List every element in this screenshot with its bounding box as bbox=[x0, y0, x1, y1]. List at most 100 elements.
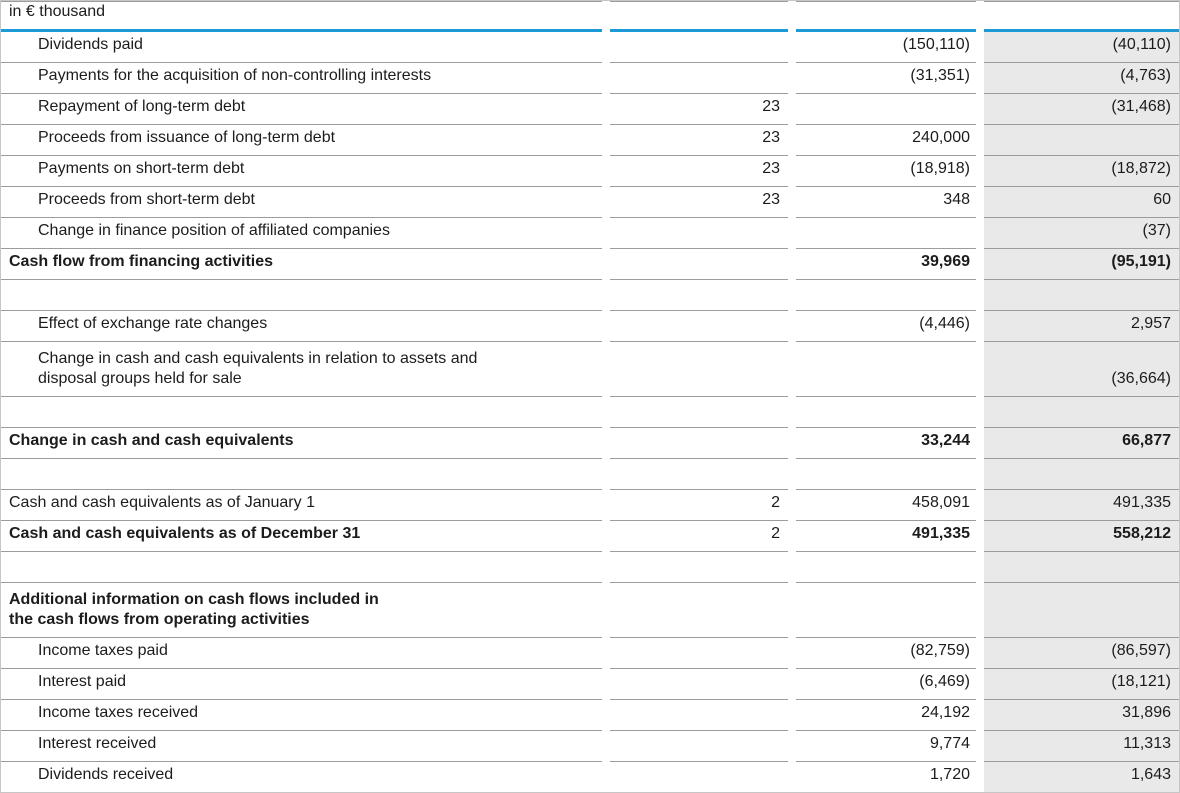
row-label: Additional information on cash flows inc… bbox=[9, 591, 379, 628]
row-prior-year-value-cell: 558,212 bbox=[984, 521, 1179, 552]
row-prior-year-value-cell: 491,335 bbox=[984, 490, 1179, 521]
row-current-year-value-cell: (4,446) bbox=[796, 311, 976, 342]
row-prior-year-value: 558,212 bbox=[1113, 525, 1171, 542]
table-header-row: in € thousand bbox=[1, 1, 1179, 32]
row-current-year-value-cell: 39,969 bbox=[796, 249, 976, 280]
row-current-year-value: (31,351) bbox=[910, 67, 970, 84]
row-note: 23 bbox=[762, 191, 780, 208]
row-current-year-value-cell: (150,110) bbox=[796, 32, 976, 63]
header-prior-year-column bbox=[984, 1, 1179, 32]
row-current-year-value: 240,000 bbox=[912, 129, 970, 146]
row-prior-year-value-cell bbox=[984, 459, 1179, 490]
row-label-cell bbox=[1, 397, 602, 428]
row-current-year-value-cell: 9,774 bbox=[796, 731, 976, 762]
row-note-cell bbox=[610, 32, 788, 63]
row-prior-year-value-cell: (40,110) bbox=[984, 32, 1179, 63]
row-current-year-value: 1,720 bbox=[929, 766, 970, 783]
table-row: Proceeds from short-term debt 23 348 60 bbox=[1, 187, 1179, 218]
row-label-cell: Interest received bbox=[1, 731, 602, 762]
row-label-cell: Cash and cash equivalents as of December… bbox=[1, 521, 602, 552]
row-label-cell: Income taxes paid bbox=[1, 638, 602, 669]
row-current-year-value: (4,446) bbox=[919, 315, 970, 332]
row-label: Income taxes received bbox=[38, 704, 199, 721]
row-current-year-value: (6,469) bbox=[919, 673, 970, 690]
row-current-year-value: (82,759) bbox=[910, 642, 970, 659]
row-current-year-value: 348 bbox=[943, 191, 970, 208]
row-label: Change in cash and cash equivalents in r… bbox=[38, 350, 478, 387]
row-prior-year-value-cell: 31,896 bbox=[984, 700, 1179, 731]
row-prior-year-value: 2,957 bbox=[1130, 315, 1171, 332]
row-current-year-value-cell: (18,918) bbox=[796, 156, 976, 187]
row-label-cell: Repayment of long-term debt bbox=[1, 94, 602, 125]
row-note-cell bbox=[610, 552, 788, 583]
row-current-year-value-cell bbox=[796, 280, 976, 311]
row-current-year-value: 39,969 bbox=[921, 253, 970, 270]
row-label-cell: Additional information on cash flows inc… bbox=[1, 583, 602, 638]
row-prior-year-value-cell: 11,313 bbox=[984, 731, 1179, 762]
header-note-column bbox=[610, 1, 788, 32]
row-current-year-value-cell: 491,335 bbox=[796, 521, 976, 552]
row-note-cell: 23 bbox=[610, 156, 788, 187]
row-prior-year-value-cell: (4,763) bbox=[984, 63, 1179, 94]
table-row: Change in cash and cash equivalents in r… bbox=[1, 342, 1179, 397]
row-note-cell: 23 bbox=[610, 187, 788, 218]
table-row: Dividends received 1,720 1,643 bbox=[1, 762, 1179, 792]
table-row: Change in cash and cash equivalents 33,2… bbox=[1, 428, 1179, 459]
row-prior-year-value-cell bbox=[984, 397, 1179, 428]
row-prior-year-value-cell: 1,643 bbox=[984, 762, 1179, 792]
row-label-cell bbox=[1, 552, 602, 583]
row-current-year-value-cell bbox=[796, 342, 976, 397]
row-prior-year-value-cell: (36,664) bbox=[984, 342, 1179, 397]
table-row: Change in finance position of affiliated… bbox=[1, 218, 1179, 249]
row-note-cell bbox=[610, 397, 788, 428]
header-current-year-column bbox=[796, 1, 976, 32]
row-current-year-value-cell: 24,192 bbox=[796, 700, 976, 731]
row-label: Change in cash and cash equivalents bbox=[9, 432, 294, 449]
row-label: Repayment of long-term debt bbox=[38, 98, 246, 115]
row-note-cell bbox=[610, 700, 788, 731]
row-note-cell: 2 bbox=[610, 521, 788, 552]
row-current-year-value-cell: 458,091 bbox=[796, 490, 976, 521]
row-label: Proceeds from issuance of long-term debt bbox=[38, 129, 336, 146]
table-row: Payments for the acquisition of non-cont… bbox=[1, 63, 1179, 94]
row-note-cell bbox=[610, 280, 788, 311]
row-note: 2 bbox=[771, 525, 780, 542]
row-current-year-value: 33,244 bbox=[921, 432, 970, 449]
row-current-year-value-cell bbox=[796, 552, 976, 583]
row-prior-year-value-cell: (18,872) bbox=[984, 156, 1179, 187]
row-prior-year-value-cell: (18,121) bbox=[984, 669, 1179, 700]
row-current-year-value-cell: (82,759) bbox=[796, 638, 976, 669]
row-current-year-value: 491,335 bbox=[912, 525, 970, 542]
row-note: 23 bbox=[762, 129, 780, 146]
row-note-cell bbox=[610, 342, 788, 397]
row-prior-year-value-cell: (31,468) bbox=[984, 94, 1179, 125]
row-note: 23 bbox=[762, 98, 780, 115]
row-label-cell: Effect of exchange rate changes bbox=[1, 311, 602, 342]
row-note-cell bbox=[610, 638, 788, 669]
table-row: Interest received 9,774 11,313 bbox=[1, 731, 1179, 762]
row-label-cell: Income taxes received bbox=[1, 700, 602, 731]
row-label: Proceeds from short-term debt bbox=[38, 191, 255, 208]
row-label-cell: Proceeds from issuance of long-term debt bbox=[1, 125, 602, 156]
table-row: Interest paid (6,469) (18,121) bbox=[1, 669, 1179, 700]
row-label: Cash and cash equivalents as of January … bbox=[9, 494, 315, 511]
table-row: Income taxes received 24,192 31,896 bbox=[1, 700, 1179, 731]
row-label-cell: Proceeds from short-term debt bbox=[1, 187, 602, 218]
row-current-year-value: (18,918) bbox=[910, 160, 970, 177]
row-note-cell bbox=[610, 311, 788, 342]
row-current-year-value: 9,774 bbox=[929, 735, 970, 752]
row-label-cell: Dividends received bbox=[1, 762, 602, 792]
row-note-cell bbox=[610, 428, 788, 459]
row-prior-year-value: (18,872) bbox=[1111, 160, 1171, 177]
row-note-cell: 2 bbox=[610, 490, 788, 521]
row-prior-year-value: (95,191) bbox=[1111, 253, 1171, 270]
row-prior-year-value-cell: (37) bbox=[984, 218, 1179, 249]
row-label-cell: Cash flow from financing activities bbox=[1, 249, 602, 280]
row-prior-year-value: (18,121) bbox=[1111, 673, 1171, 690]
row-label-cell: Change in cash and cash equivalents bbox=[1, 428, 602, 459]
row-current-year-value-cell: (31,351) bbox=[796, 63, 976, 94]
row-note: 23 bbox=[762, 160, 780, 177]
row-note-cell bbox=[610, 731, 788, 762]
row-note-cell bbox=[610, 63, 788, 94]
